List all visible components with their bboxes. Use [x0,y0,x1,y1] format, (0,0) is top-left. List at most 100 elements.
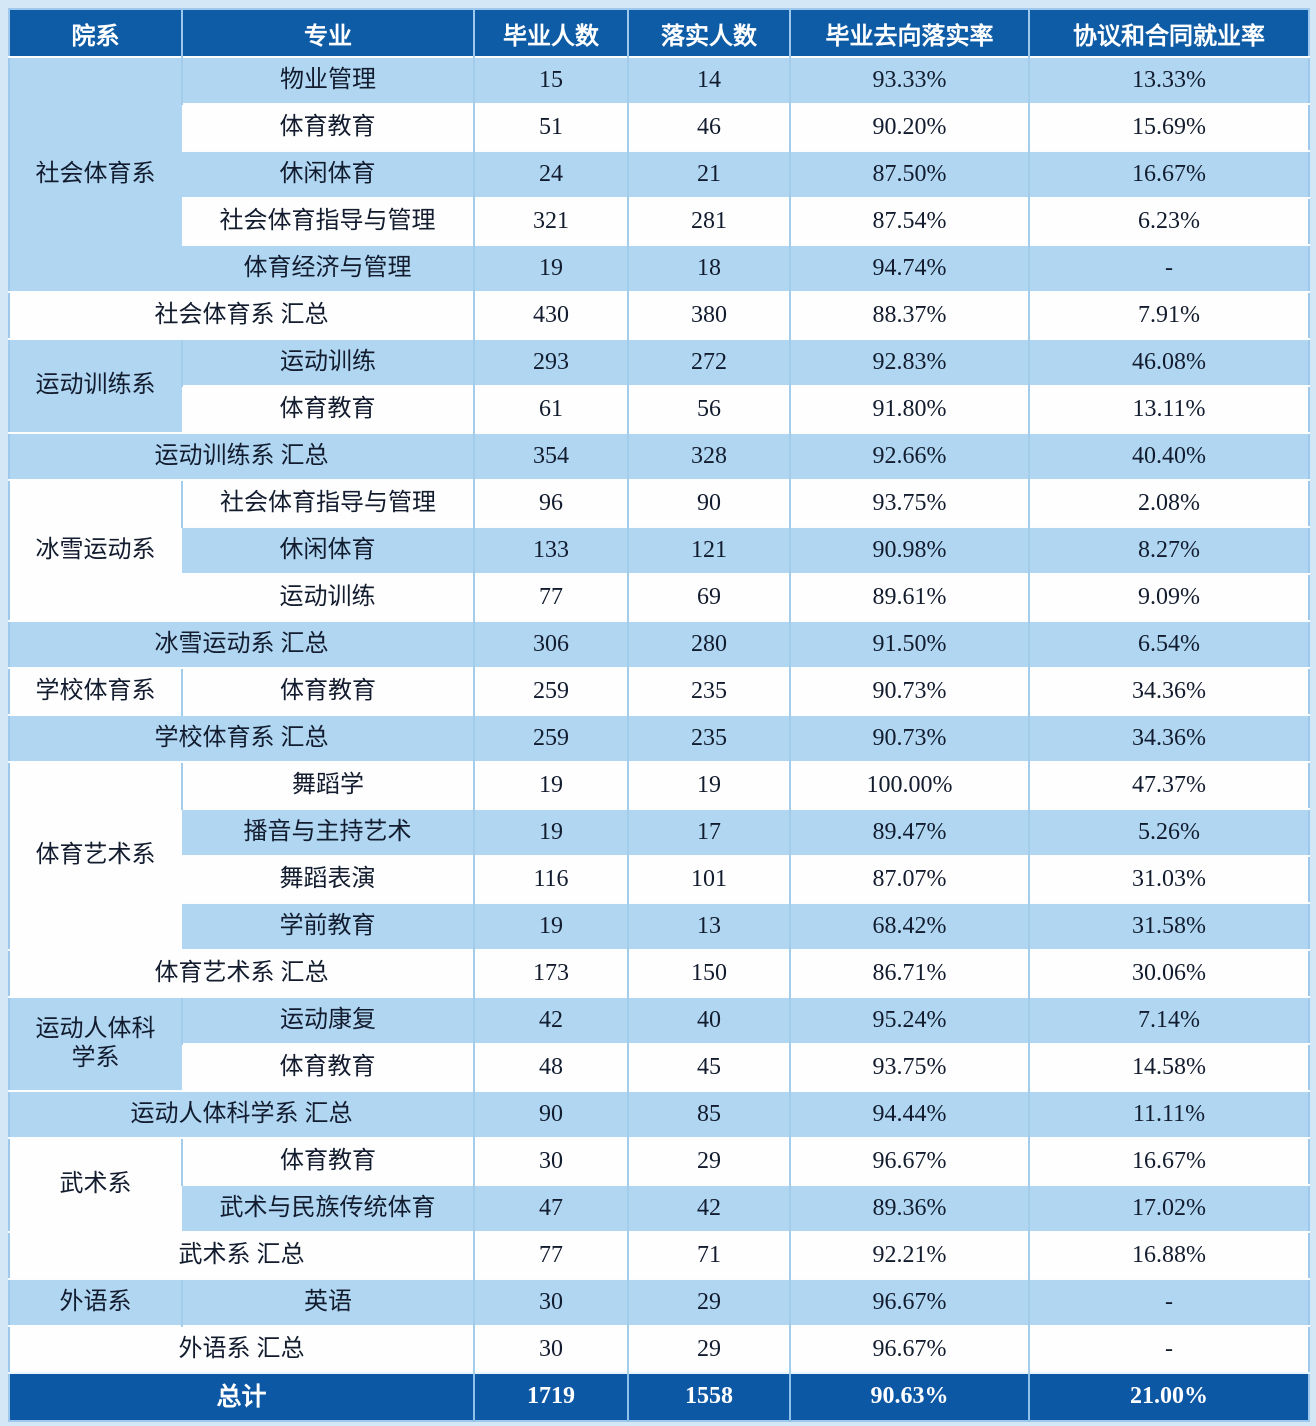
rate-cell: 96.67% [789,1325,1029,1373]
contract-rate-cell: 16.88% [1028,1231,1309,1279]
major-cell: 休闲体育 [182,526,474,574]
table-row: 休闲体育 133 121 90.98% 8.27% [9,526,1309,574]
employed-cell: 56 [627,385,790,433]
major-cell: 物业管理 [181,56,474,104]
contract-rate-cell: 31.03% [1028,855,1309,903]
rate-cell: 94.74% [789,244,1029,292]
contract-rate-cell: - [1028,1325,1309,1373]
graduates-cell: 42 [473,996,628,1044]
contract-rate-cell: 13.11% [1028,385,1309,433]
graduates-cell: 259 [473,667,628,715]
graduates-cell: 77 [473,1231,628,1279]
rate-cell: 95.24% [789,996,1029,1044]
rate-cell: 89.47% [789,808,1029,856]
rate-cell: 87.54% [789,197,1029,245]
rate-cell: 87.07% [789,855,1029,903]
rate-cell: 91.80% [789,385,1029,433]
graduates-cell: 116 [473,855,628,903]
major-cell: 运动训练 [181,338,474,386]
graduates-cell: 1719 [473,1372,628,1421]
major-cell: 社会体育指导与管理 [182,197,474,245]
table-row: 体育教育 61 56 91.80% 13.11% [9,385,1309,433]
graduates-cell: 430 [473,291,628,339]
department-cell: 武术系 [9,1137,182,1232]
major-cell: 播音与主持艺术 [182,808,474,856]
graduates-cell: 259 [473,714,628,762]
contract-rate-cell: - [1028,244,1309,292]
employed-cell: 280 [627,620,790,668]
rate-cell: 88.37% [789,291,1029,339]
contract-rate-cell: 34.36% [1028,714,1309,762]
employed-cell: 40 [627,996,790,1044]
table-row: 运动训练系 运动训练 293 272 92.83% 46.08% [9,338,1309,433]
summary-row: 冰雪运动系 汇总 306 280 91.50% 6.54% [9,620,1309,668]
header-cell-employed: 落实人数 [627,9,790,57]
major-cell: 学前教育 [182,902,474,950]
contract-rate-cell: 17.02% [1028,1184,1309,1232]
contract-rate-cell: 9.09% [1028,573,1309,621]
graduates-cell: 51 [473,103,628,151]
rate-cell: 92.21% [789,1231,1029,1279]
major-cell: 体育教育 [182,1043,474,1091]
major-cell: 舞蹈表演 [182,855,474,903]
employed-cell: 69 [627,573,790,621]
graduates-cell: 61 [473,385,628,433]
major-cell: 舞蹈学 [181,761,474,809]
table-row: 武术与民族传统体育 47 42 89.36% 17.02% [9,1184,1309,1232]
employed-cell: 29 [627,1278,790,1326]
summary-row: 运动人体科学系 汇总 90 85 94.44% 11.11% [9,1090,1309,1138]
contract-rate-cell: 40.40% [1028,432,1309,480]
contract-rate-cell: 13.33% [1028,56,1309,104]
department-cell: 运动训练系 [9,338,182,433]
table-row: 社会体育系 物业管理 15 14 93.33% 13.33% [9,56,1309,292]
employed-cell: 281 [627,197,790,245]
summary-row: 社会体育系 汇总 430 380 88.37% 7.91% [9,291,1309,339]
major-cell: 体育教育 [182,385,474,433]
graduates-cell: 19 [473,244,628,292]
header-cell-rate: 毕业去向落实率 [789,9,1029,57]
header-cell-graduates: 毕业人数 [473,9,628,57]
contract-rate-cell: 11.11% [1028,1090,1309,1138]
rate-cell: 89.61% [789,573,1029,621]
summary-label-cell: 运动训练系 汇总 [9,432,474,480]
major-cell: 武术与民族传统体育 [182,1184,474,1232]
contract-rate-cell: 15.69% [1028,103,1309,151]
table-row: 运动人体科学系 运动康复 42 40 95.24% 7.14% [9,996,1309,1091]
graduates-cell: 47 [473,1184,628,1232]
major-cell: 英语 [181,1278,474,1326]
major-cell: 体育教育 [181,1137,474,1185]
contract-rate-cell: 46.08% [1028,338,1309,386]
table-row: 武术系 体育教育 30 29 96.67% 16.67% [9,1137,1309,1232]
contract-rate-cell: 14.58% [1028,1043,1309,1091]
total-label-cell: 总计 [9,1372,474,1421]
rate-cell: 86.71% [789,949,1029,997]
contract-rate-cell: 6.54% [1028,620,1309,668]
total-row: 总计 1719 1558 90.63% 21.00% [9,1372,1309,1421]
graduates-cell: 15 [473,56,628,104]
rate-cell: 92.66% [789,432,1029,480]
employed-cell: 29 [627,1325,790,1373]
graduates-cell: 19 [473,761,628,809]
summary-row: 体育艺术系 汇总 173 150 86.71% 30.06% [9,949,1309,997]
graduates-cell: 77 [473,573,628,621]
rate-cell: 87.50% [789,150,1029,198]
employed-cell: 18 [627,244,790,292]
contract-rate-cell: 16.67% [1028,150,1309,198]
header-cell-department: 院系 [9,9,182,57]
contract-rate-cell: 8.27% [1028,526,1309,574]
table-row: 学校体育系 体育教育 259 235 90.73% 34.36% [9,667,1309,715]
summary-label-cell: 武术系 汇总 [9,1231,474,1279]
table-row: 外语系 英语 30 29 96.67% - [9,1278,1309,1326]
graduates-cell: 19 [473,902,628,950]
rate-cell: 91.50% [789,620,1029,668]
employed-cell: 42 [627,1184,790,1232]
major-cell: 运动训练 [182,573,474,621]
employed-cell: 19 [627,761,790,809]
summary-row: 外语系 汇总 30 29 96.67% - [9,1325,1309,1373]
department-cell: 外语系 [9,1278,182,1326]
rate-cell: 93.33% [789,56,1029,104]
table-row: 社会体育指导与管理 321 281 87.54% 6.23% [9,197,1309,245]
table-row: 播音与主持艺术 19 17 89.47% 5.26% [9,808,1309,856]
rate-cell: 90.20% [789,103,1029,151]
graduates-cell: 24 [473,150,628,198]
